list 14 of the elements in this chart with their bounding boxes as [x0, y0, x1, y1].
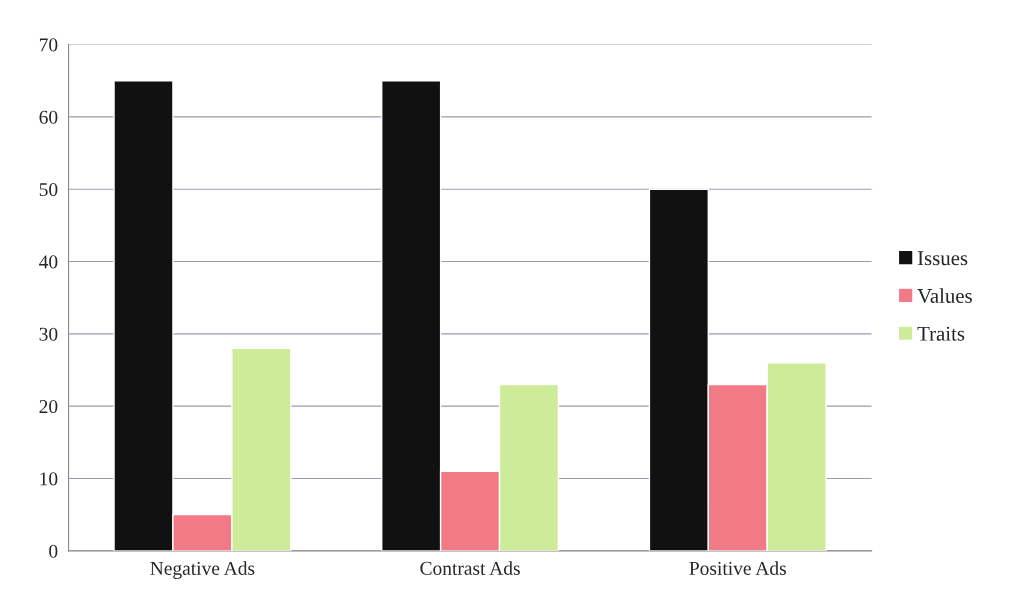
- y-tick-label: 30: [39, 327, 58, 341]
- x-tick-label: Positive Ads: [689, 561, 786, 575]
- legend-label: Values: [917, 288, 972, 304]
- legend-label: Issues: [917, 251, 968, 266]
- y-tick-label: 40: [39, 255, 58, 269]
- x-tick-label: Contrast Ads: [420, 561, 520, 575]
- y-tick-label: 60: [39, 110, 58, 124]
- y-tick-label: 20: [39, 399, 58, 414]
- y-tick-label: 50: [39, 183, 58, 197]
- legend-label: Traits: [917, 326, 965, 341]
- y-tick-label: 10: [40, 472, 58, 486]
- x-tick-label: Negative Ads: [150, 561, 255, 579]
- y-tick-label: 70: [39, 38, 58, 52]
- y-tick-label: 0: [49, 544, 58, 558]
